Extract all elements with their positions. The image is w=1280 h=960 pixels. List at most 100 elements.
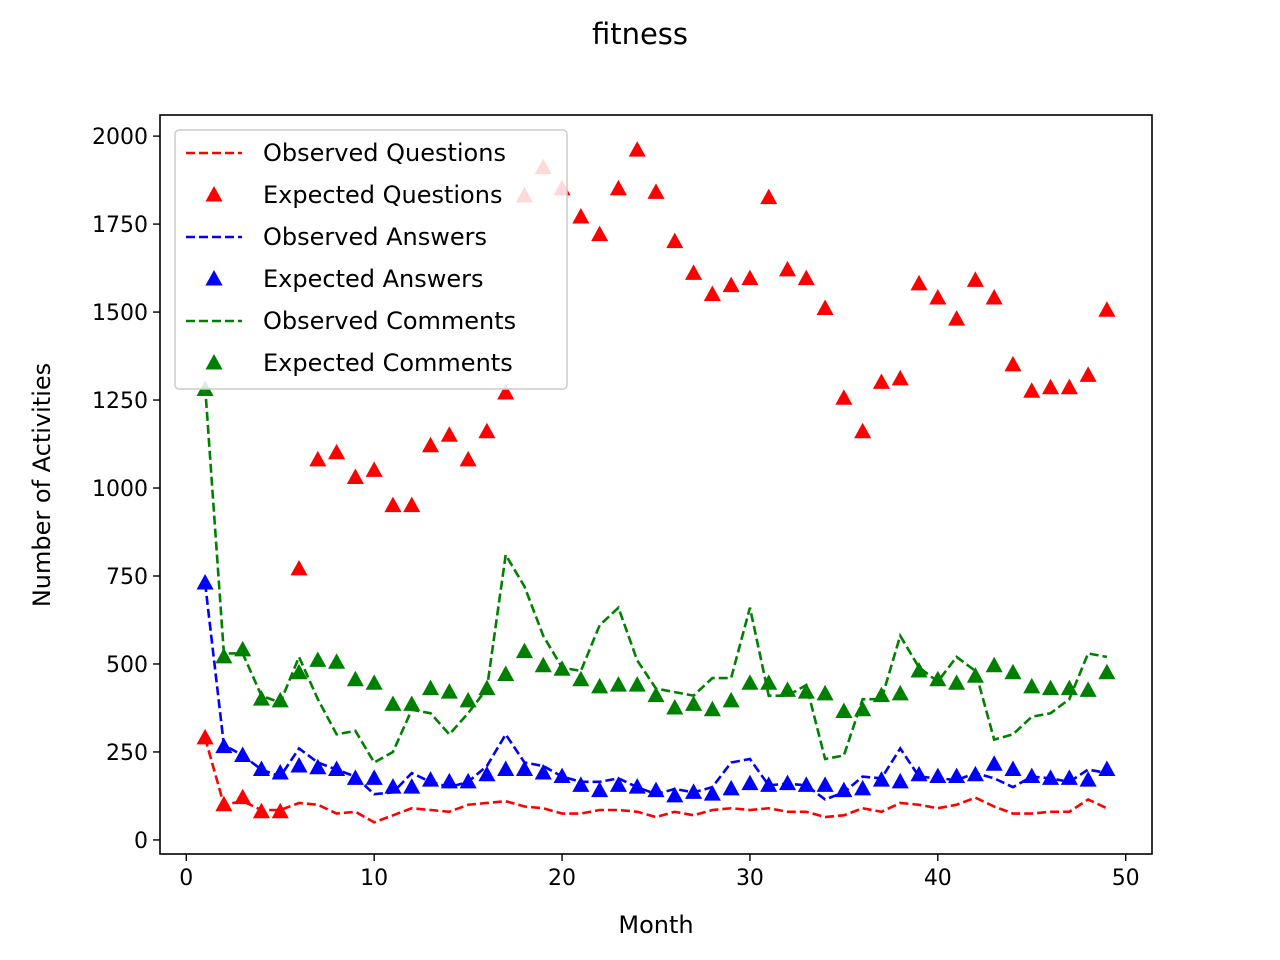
marker-expected-questions (365, 461, 383, 477)
marker-expected-comments (1079, 681, 1097, 697)
marker-expected-questions (591, 225, 609, 242)
marker-expected-answers (553, 767, 571, 784)
marker-expected-questions (497, 384, 515, 400)
marker-expected-comments (722, 691, 740, 708)
marker-expected-questions (778, 260, 797, 277)
marker-expected-answers (1004, 760, 1022, 777)
marker-expected-questions (966, 271, 984, 287)
marker-expected-questions (628, 141, 646, 157)
marker-expected-comments (797, 683, 815, 699)
marker-expected-comments (515, 642, 534, 659)
marker-expected-questions (403, 496, 421, 513)
plot-frame (159, 114, 1153, 855)
marker-expected-questions (816, 299, 834, 316)
marker-expected-answers (271, 764, 289, 780)
marker-expected-answers (835, 781, 853, 798)
marker-expected-comments (835, 702, 853, 718)
marker-expected-answers (534, 764, 552, 780)
marker-expected-comments (1060, 679, 1078, 696)
marker-expected-questions (1004, 355, 1022, 372)
series-markers-expected-questions (196, 141, 1116, 819)
legend-label: Expected Questions (263, 181, 502, 209)
marker-expected-questions (459, 450, 477, 467)
legend-marker-swatch (205, 354, 223, 370)
y-tick-label: 1750 (92, 213, 148, 238)
marker-expected-questions (196, 728, 214, 745)
marker-expected-answers (760, 776, 778, 792)
marker-expected-comments (534, 656, 552, 673)
y-axis-ticks: 0 250 500 750 1000 1250 1500 1750 2000 (92, 125, 160, 854)
legend-label: Expected Comments (263, 349, 513, 377)
legend-label: Expected Answers (263, 265, 484, 293)
marker-expected-questions (215, 795, 233, 812)
marker-expected-comments (1041, 679, 1060, 696)
legend-item-observed-answers: Observed Answers (186, 223, 487, 251)
legend-label: Observed Comments (263, 307, 516, 335)
marker-expected-comments (1023, 677, 1041, 694)
marker-expected-comments (666, 698, 684, 715)
legend: Observed Questions Expected Questions Obse… (174, 129, 568, 390)
marker-expected-comments (403, 695, 421, 711)
marker-expected-questions (741, 269, 759, 286)
marker-expected-answers (628, 778, 646, 794)
marker-expected-comments (440, 683, 458, 699)
legend-marker-swatch (205, 186, 223, 202)
marker-expected-comments (234, 640, 252, 657)
marker-expected-answers (497, 760, 515, 777)
marker-expected-answers (384, 778, 402, 794)
marker-expected-comments (948, 674, 966, 690)
marker-expected-answers (215, 737, 233, 754)
marker-expected-comments (328, 653, 346, 669)
legend-label: Observed Questions (263, 139, 506, 167)
marker-expected-comments (872, 686, 891, 703)
legend-item-expected-comments: Expected Comments (205, 349, 513, 377)
marker-expected-comments (421, 679, 440, 696)
marker-expected-answers (666, 786, 684, 803)
x-tick-label: 50 (1112, 866, 1140, 891)
marker-expected-answers (948, 767, 966, 784)
marker-expected-questions (252, 802, 271, 819)
y-tick-label: 250 (106, 741, 148, 766)
marker-expected-questions (346, 468, 364, 484)
marker-expected-answers (403, 778, 421, 794)
legend-item-expected-answers: Expected Answers (205, 265, 484, 293)
marker-expected-questions (1023, 382, 1041, 398)
marker-expected-answers (346, 769, 364, 785)
marker-expected-comments (966, 667, 984, 683)
chart-title: fitness (592, 17, 688, 51)
marker-expected-answers (1079, 771, 1097, 787)
marker-expected-comments (647, 686, 665, 703)
y-tick-label: 0 (134, 829, 148, 854)
marker-expected-answers (1041, 769, 1060, 785)
marker-expected-comments (741, 674, 759, 690)
marker-expected-questions (872, 373, 891, 389)
x-tick-label: 30 (736, 866, 764, 891)
marker-expected-answers (440, 772, 458, 789)
marker-expected-answers (703, 785, 721, 801)
marker-expected-answers (365, 769, 383, 785)
marker-expected-answers (1098, 760, 1116, 777)
marker-expected-comments (929, 670, 947, 687)
marker-expected-answers (1060, 769, 1078, 785)
marker-expected-answers (1023, 767, 1041, 784)
marker-expected-answers (910, 765, 928, 782)
marker-expected-questions (929, 288, 947, 305)
marker-expected-answers (778, 774, 797, 791)
marker-expected-comments (685, 695, 703, 711)
marker-expected-answers (478, 765, 496, 782)
marker-expected-questions (271, 802, 289, 819)
marker-expected-questions (685, 264, 703, 280)
y-tick-label: 750 (106, 565, 148, 590)
marker-expected-questions (1041, 378, 1060, 395)
legend-marker-swatch (205, 270, 223, 286)
marker-expected-questions (910, 274, 928, 291)
marker-expected-questions (722, 276, 740, 293)
legend-label: Observed Answers (263, 223, 487, 251)
x-axis-ticks: 0 10 20 30 40 50 (179, 854, 1140, 891)
y-tick-label: 2000 (92, 125, 148, 150)
marker-expected-questions (1060, 378, 1078, 395)
marker-expected-answers (572, 776, 590, 792)
marker-expected-questions (234, 788, 252, 805)
marker-expected-questions (1079, 366, 1097, 382)
